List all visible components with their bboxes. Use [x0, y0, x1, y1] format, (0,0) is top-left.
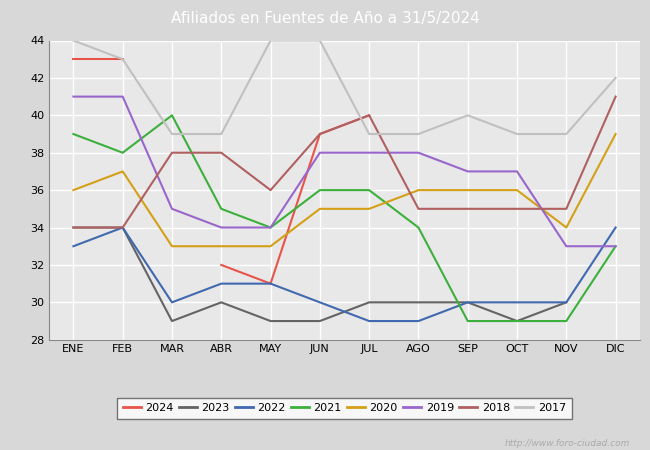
Legend: 2024, 2023, 2022, 2021, 2020, 2019, 2018, 2017: 2024, 2023, 2022, 2021, 2020, 2019, 2018…	[118, 398, 571, 419]
Text: http://www.foro-ciudad.com: http://www.foro-ciudad.com	[505, 439, 630, 448]
Text: Afiliados en Fuentes de Año a 31/5/2024: Afiliados en Fuentes de Año a 31/5/2024	[170, 11, 480, 26]
